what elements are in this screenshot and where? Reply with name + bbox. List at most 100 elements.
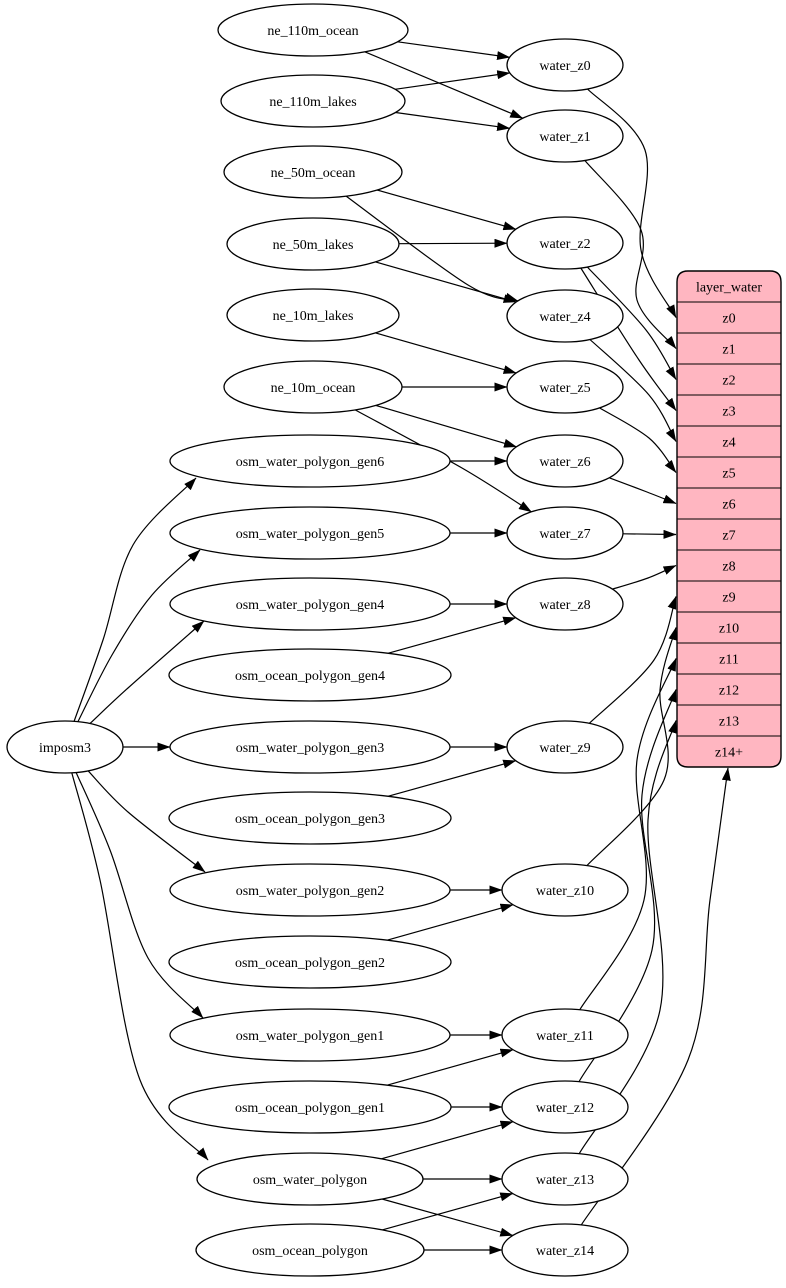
edge-water_z1-row_z1 bbox=[584, 160, 677, 349]
node-ellipse-water_z2 bbox=[506, 216, 624, 270]
node-label-osm_ocean_polygon: osm_ocean_polygon bbox=[252, 1244, 368, 1259]
node-label-water_z4: water_z4 bbox=[539, 310, 590, 325]
table-row-z10: z10 bbox=[719, 622, 739, 637]
node-ellipse-ne_50m_ocean bbox=[223, 145, 403, 199]
node-ellipse-osm_ocean_polygon_gen1 bbox=[168, 1080, 452, 1134]
edge-imposm3-osm_water_polygon_gen1 bbox=[75, 772, 204, 1019]
node-label-water_z11: water_z11 bbox=[536, 1029, 594, 1044]
node-water_z2: water_z2 bbox=[506, 216, 624, 270]
node-label-water_z0: water_z0 bbox=[539, 59, 590, 74]
nodes-layer: imposm3 ne_110m_ocean ne_110m_lakes ne_50m_… bbox=[6, 3, 629, 1277]
node-ne_10m_ocean: ne_10m_ocean bbox=[223, 360, 403, 414]
node-label-osm_ocean_polygon_gen1: osm_ocean_polygon_gen1 bbox=[235, 1101, 385, 1116]
edge-water_z4-row_z4 bbox=[589, 339, 677, 442]
node-label-water_z5: water_z5 bbox=[539, 381, 590, 396]
node-label-water_z1: water_z1 bbox=[539, 130, 590, 145]
node-ellipse-osm_ocean_polygon_gen3 bbox=[168, 791, 452, 845]
node-label-osm_water_polygon_gen3: osm_water_polygon_gen3 bbox=[236, 741, 385, 756]
node-osm_ocean_polygon_gen3: osm_ocean_polygon_gen3 bbox=[168, 791, 452, 845]
node-water_z5: water_z5 bbox=[506, 360, 624, 414]
node-ne_50m_lakes: ne_50m_lakes bbox=[226, 217, 400, 271]
node-water_z6: water_z6 bbox=[506, 434, 624, 488]
node-label-osm_water_polygon_gen5: osm_water_polygon_gen5 bbox=[236, 527, 385, 542]
table-row-z2: z2 bbox=[722, 374, 735, 389]
node-label-ne_10m_lakes: ne_10m_lakes bbox=[273, 309, 354, 324]
node-ne_10m_lakes: ne_10m_lakes bbox=[226, 288, 400, 342]
edge-osm_water_polygon-water_z14 bbox=[381, 1198, 514, 1237]
node-label-osm_water_polygon: osm_water_polygon bbox=[253, 1173, 367, 1188]
table-row-z3: z3 bbox=[722, 405, 735, 420]
table-row-z5: z5 bbox=[722, 467, 735, 482]
node-ne_110m_ocean: ne_110m_ocean bbox=[217, 3, 409, 57]
node-osm_ocean_polygon_gen1: osm_ocean_polygon_gen1 bbox=[168, 1080, 452, 1134]
node-water_z8: water_z8 bbox=[506, 577, 624, 631]
table-row-z8: z8 bbox=[722, 560, 735, 575]
node-ellipse-osm_water_polygon bbox=[196, 1152, 424, 1206]
node-ne_110m_lakes: ne_110m_lakes bbox=[220, 74, 406, 128]
node-ellipse-water_z10 bbox=[501, 863, 629, 917]
node-osm_ocean_polygon_gen2: osm_ocean_polygon_gen2 bbox=[168, 935, 452, 989]
node-water_z14: water_z14 bbox=[501, 1223, 629, 1277]
edge-osm_ocean_polygon-water_z13 bbox=[382, 1192, 514, 1231]
node-water_z0: water_z0 bbox=[506, 38, 624, 92]
edge-ne_110m_ocean-water_z1 bbox=[364, 51, 524, 119]
node-ellipse-water_z7 bbox=[506, 506, 624, 560]
table-row-z11: z11 bbox=[719, 653, 739, 668]
node-water_z10: water_z10 bbox=[501, 863, 629, 917]
edge-osm_ocean_polygon_gen4-water_z8 bbox=[387, 616, 517, 654]
node-ellipse-osm_water_polygon_gen6 bbox=[169, 434, 451, 488]
node-label-water_z12: water_z12 bbox=[536, 1101, 594, 1116]
node-ellipse-osm_water_polygon_gen1 bbox=[169, 1008, 451, 1062]
node-ellipse-water_z13 bbox=[501, 1152, 629, 1206]
node-osm_ocean_polygon_gen4: osm_ocean_polygon_gen4 bbox=[168, 648, 452, 702]
node-osm_water_polygon_gen5: osm_water_polygon_gen5 bbox=[169, 506, 451, 560]
node-water_z4: water_z4 bbox=[506, 289, 624, 343]
edge-water_z0-row_z0 bbox=[587, 88, 677, 318]
node-osm_water_polygon_gen4: osm_water_polygon_gen4 bbox=[169, 577, 451, 631]
edge-water_z2-row_z2 bbox=[586, 266, 677, 380]
edge-ne_10m_ocean-water_z7 bbox=[354, 409, 532, 513]
node-ellipse-water_z12 bbox=[501, 1080, 629, 1134]
edge-osm_ocean_polygon_gen3-water_z9 bbox=[387, 759, 517, 797]
node-ellipse-osm_ocean_polygon bbox=[195, 1223, 425, 1277]
table-row-z13: z13 bbox=[719, 715, 739, 730]
node-label-water_z10: water_z10 bbox=[536, 884, 594, 899]
edge-water_z2-row_z3 bbox=[580, 267, 677, 411]
node-ellipse-ne_10m_lakes bbox=[226, 288, 400, 342]
node-water_z1: water_z1 bbox=[506, 109, 624, 163]
edge-ne_50m_ocean-water_z2 bbox=[376, 189, 517, 231]
table-row-z0: z0 bbox=[722, 312, 735, 327]
edge-ne_110m_ocean-water_z0 bbox=[397, 41, 511, 61]
edge-ne_10m_lakes-water_z5 bbox=[375, 332, 517, 374]
edge-water_z6-row_z6 bbox=[609, 477, 677, 505]
edge-water_z7-row_z7 bbox=[622, 529, 677, 539]
edge-water_z9-row_z9 bbox=[588, 596, 677, 724]
node-ellipse-ne_50m_lakes bbox=[226, 217, 400, 271]
node-label-osm_water_polygon_gen2: osm_water_polygon_gen2 bbox=[236, 884, 385, 899]
node-label-ne_110m_ocean: ne_110m_ocean bbox=[267, 24, 358, 39]
node-label-water_z2: water_z2 bbox=[539, 237, 590, 252]
node-label-ne_50m_lakes: ne_50m_lakes bbox=[273, 238, 354, 253]
node-ellipse-ne_110m_ocean bbox=[217, 3, 409, 57]
edge-imposm3-osm_water_polygon_gen5 bbox=[77, 549, 201, 722]
edge-osm_ocean_polygon_gen1-water_z11 bbox=[386, 1048, 514, 1086]
node-ellipse-osm_water_polygon_gen2 bbox=[169, 863, 451, 917]
node-imposm3: imposm3 bbox=[6, 720, 124, 774]
node-osm_water_polygon_gen6: osm_water_polygon_gen6 bbox=[169, 434, 451, 488]
node-ellipse-osm_water_polygon_gen5 bbox=[169, 506, 451, 560]
node-ellipse-osm_ocean_polygon_gen4 bbox=[168, 648, 452, 702]
node-ellipse-ne_110m_lakes bbox=[220, 74, 406, 128]
node-label-osm_water_polygon_gen6: osm_water_polygon_gen6 bbox=[236, 455, 385, 470]
edge-osm_ocean_polygon_gen2-water_z10 bbox=[386, 903, 514, 941]
node-label-water_z13: water_z13 bbox=[536, 1173, 594, 1188]
table-title: layer_water bbox=[696, 281, 762, 296]
node-label-osm_ocean_polygon_gen4: osm_ocean_polygon_gen4 bbox=[235, 669, 385, 684]
node-ellipse-water_z8 bbox=[506, 577, 624, 631]
table-layer: layer_water z0 z1 z2 z3 z4 z5 z6 z7 z8 z9 z10 z11 z12… bbox=[676, 270, 782, 768]
edge-ne_50m_lakes-water_z4 bbox=[375, 261, 517, 303]
node-water_z13: water_z13 bbox=[501, 1152, 629, 1206]
node-label-osm_water_polygon_gen4: osm_water_polygon_gen4 bbox=[236, 598, 385, 613]
node-osm_water_polygon_gen3: osm_water_polygon_gen3 bbox=[169, 720, 451, 774]
node-ellipse-water_z1 bbox=[506, 109, 624, 163]
